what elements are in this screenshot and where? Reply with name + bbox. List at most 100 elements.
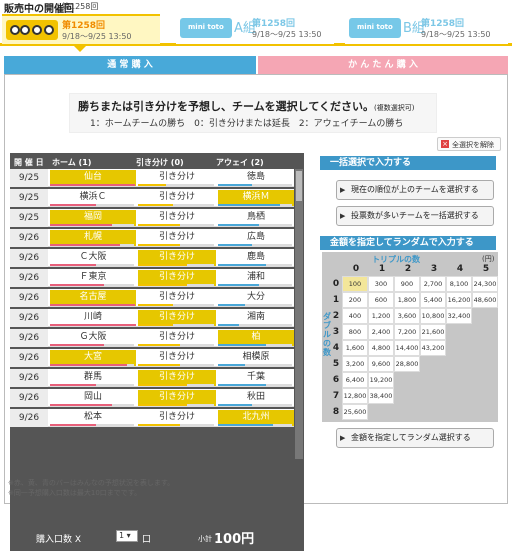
away-select-cell[interactable]: 徳島 [218, 170, 294, 186]
matrix-amount-cell[interactable]: 19,200 [368, 372, 394, 388]
tab-normal-purchase[interactable]: 通 常 購 入 [4, 56, 256, 74]
away-vote-bar [218, 184, 252, 186]
draw-select-cell[interactable]: 引き分け [138, 290, 216, 306]
matrix-amount-cell[interactable]: 900 [394, 276, 420, 292]
tab-toto[interactable]: 第1258回 9/18～9/25 13:50 [2, 14, 160, 52]
table-row: 9/26 Ｇ大阪 引き分け柏 [10, 329, 294, 347]
table-row: 9/25 仙台 引き分け 徳島 [10, 169, 294, 187]
matrix-amount-cell[interactable]: 12,800 [342, 388, 368, 404]
away-vote-bar [218, 344, 266, 346]
units-suffix: 口 [142, 535, 152, 545]
header-away: アウェイ (2) [216, 158, 264, 167]
matrix-amount-cell[interactable]: 9,600 [368, 356, 394, 372]
matrix-amount-cell[interactable]: 1,800 [394, 292, 420, 308]
tab-mini-b[interactable]: mini toto B組 第1258回 9/18～9/25 13:50 [345, 14, 508, 44]
subtotal-label: 小計 [198, 535, 212, 543]
match-date: 9/26 [10, 269, 48, 287]
matrix-amount-cell[interactable]: 6,400 [342, 372, 368, 388]
matrix-amount-cell[interactable]: 43,200 [420, 340, 446, 356]
table-row: 9/26 Ｃ大阪 引き分け 鹿島 [10, 249, 294, 267]
matrix-amount-cell[interactable]: 4,800 [368, 340, 394, 356]
draw-vote-bar [138, 244, 180, 246]
away-select-cell[interactable]: 広島 [218, 230, 294, 246]
home-vote-bar [50, 324, 136, 326]
matrix-amount-cell[interactable]: 5,400 [420, 292, 446, 308]
matrix-amount-cell[interactable]: 100 [342, 276, 368, 292]
table-row: 9/26 大宮 引き分け 相模原 [10, 349, 294, 367]
matrix-amount-cell[interactable]: 200 [342, 292, 368, 308]
home-vote-bar [50, 264, 96, 266]
matrix-amount-cell[interactable]: 24,300 [472, 276, 498, 292]
matrix-amount-cell[interactable]: 800 [342, 324, 368, 340]
away-select-cell[interactable]: 相模原 [218, 350, 294, 366]
away-vote-bar [218, 304, 245, 306]
draw-select-cell[interactable]: 引き分け [138, 190, 216, 206]
matrix-amount-cell[interactable]: 400 [342, 308, 368, 324]
tab-period: 9/18～9/25 13:50 [252, 30, 322, 39]
draw-vote-bar [138, 304, 173, 306]
matrix-unit: (円) [482, 255, 495, 263]
match-date: 9/25 [10, 189, 48, 207]
draw-select-cell[interactable]: 引き分け [138, 310, 216, 326]
table-row: 9/26 札幌 引き分け 広島 [10, 229, 294, 247]
matrix-amount-cell[interactable]: 21,600 [420, 324, 446, 340]
home-vote-bar [50, 344, 104, 346]
tab-round: 第1258回 [62, 21, 106, 31]
purchase-footer: 購入口数 X 1 ▾ 口 小計 100円 [10, 525, 304, 551]
tab-easy-purchase[interactable]: か ん た ん 購 入 [258, 56, 508, 74]
draw-select-cell[interactable]: 引き分け [138, 170, 216, 186]
away-vote-bar [218, 364, 245, 366]
matrix-amount-cell[interactable]: 7,200 [394, 324, 420, 340]
note-1: ※赤、黄、青のバーはみんなの予想状況を表します。 [8, 479, 175, 487]
matrix-amount-cell[interactable]: 1,200 [368, 308, 394, 324]
away-vote-bar [218, 204, 280, 206]
away-select-cell[interactable]: 大分 [218, 290, 294, 306]
matrix-amount-cell[interactable]: 25,600 [342, 404, 368, 420]
matrix-amount-cell[interactable]: 3,200 [342, 356, 368, 372]
matrix-amount-cell[interactable]: 1,600 [342, 340, 368, 356]
matrix-row-header: 0 [332, 279, 340, 289]
clear-all-button[interactable]: × 全選択を解除 [437, 137, 501, 151]
bulk-select-title: 一括選択で入力する [320, 156, 496, 170]
random-select-button[interactable]: 金額を指定してランダム選択する [336, 428, 494, 448]
match-date: 9/25 [10, 169, 48, 187]
select-higher-rank-button[interactable]: 現在の順位が上のチームを選択する [336, 180, 494, 200]
matrix-amount-cell[interactable]: 600 [368, 292, 394, 308]
scrollbar-thumb[interactable] [296, 171, 302, 201]
notes: ※赤、黄、青のバーはみんなの予想状況を表します。 ※同一予想購入口数は最大10口… [8, 478, 174, 498]
matrix-amount-cell[interactable]: 2,400 [368, 324, 394, 340]
matrix-amount-cell[interactable]: 2,700 [420, 276, 446, 292]
select-most-voted-button[interactable]: 投票数が多いチームを一括選択する [336, 206, 494, 226]
matrix-row-header: 7 [332, 391, 340, 401]
matrix-amount-cell[interactable]: 10,800 [420, 308, 446, 324]
match-date: 9/26 [10, 349, 48, 367]
matrix-amount-cell[interactable]: 300 [368, 276, 394, 292]
table-row: 9/25 横浜Ｃ 引き分け 横浜Ｍ [10, 189, 294, 207]
header-draw: 引き分け (0) [136, 158, 184, 167]
units-select[interactable]: 1 ▾ [116, 530, 138, 542]
draw-vote-bar [138, 184, 166, 186]
matrix-amount-cell[interactable]: 14,400 [394, 340, 420, 356]
subtotal-amount: 100円 [214, 532, 255, 547]
draw-vote-bar [138, 224, 180, 226]
matrix-amount-cell[interactable]: 28,800 [394, 356, 420, 372]
draw-vote-bar [138, 344, 180, 346]
matrix-amount-cell[interactable]: 48,600 [472, 292, 498, 308]
scrollbar[interactable] [295, 169, 303, 459]
matrix-amount-cell[interactable]: 8,100 [446, 276, 472, 292]
matrix-row-header: 6 [332, 375, 340, 385]
matrix-amount-cell[interactable]: 32,400 [446, 308, 472, 324]
matrix-amount-cell[interactable]: 3,600 [394, 308, 420, 324]
matrix-side-label: ダブルの数 [323, 312, 331, 357]
matrix-row-header: 1 [332, 295, 340, 305]
matrix-col-header: 3 [430, 264, 438, 274]
random-select-title: 金額を指定してランダムで入力する [320, 236, 496, 250]
away-select-cell[interactable]: 秋田 [218, 390, 294, 406]
matrix-amount-cell[interactable]: 16,200 [446, 292, 472, 308]
away-select-cell[interactable]: 湘南 [218, 310, 294, 326]
tab-mini-a[interactable]: mini toto A組 第1258回 9/18～9/25 13:50 [176, 14, 334, 44]
draw-vote-bar [138, 384, 187, 386]
matrix-title: トリプルの数 [372, 255, 420, 264]
table-row: 9/26 岡山 引き分け 秋田 [10, 389, 294, 407]
matrix-amount-cell[interactable]: 38,400 [368, 388, 394, 404]
